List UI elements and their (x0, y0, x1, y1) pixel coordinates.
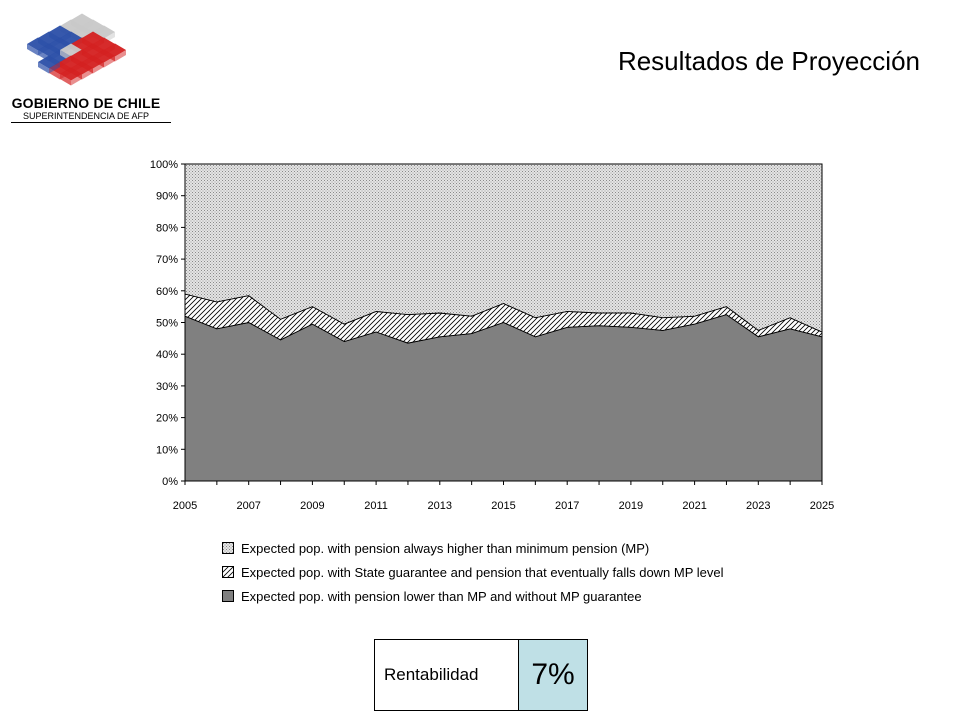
logo-cube-side (93, 62, 104, 74)
stacked-area-chart: 0% 10% 20% 30% 40% 50% 60% 70% 80% 90% 100% 2005 200… (150, 159, 834, 512)
y-tick-label: 20% (156, 413, 178, 425)
legend-label: Expected pop. with pension lower than MP… (241, 588, 642, 604)
logo-title: GOBIERNO DE CHILE (11, 95, 161, 111)
x-tick-label: 2017 (555, 500, 579, 512)
legend-label: Expected pop. with pension always higher… (241, 540, 650, 556)
y-tick-label: 80% (156, 222, 178, 234)
logo-cube-side (38, 62, 49, 74)
page-title: Resultados de Proyección (617, 46, 920, 76)
rentabilidad-value: 7% (519, 640, 587, 710)
logo-cube-side (104, 56, 115, 68)
x-tick-label: 2019 (619, 500, 643, 512)
y-tick-label: 30% (156, 381, 178, 393)
logo-divider (11, 122, 171, 123)
logo-cube-side (82, 68, 93, 80)
legend-item-lower-than-mp: Expected pop. with pension lower than MP… (222, 584, 724, 608)
y-tick-label: 60% (156, 286, 178, 298)
rentabilidad-label: Rentabilidad (375, 640, 519, 710)
logo-cube-side (115, 50, 126, 62)
logo-subtitle: SUPERINTENDENCIA DE AFP (22, 111, 150, 121)
legend-item-always-higher: Expected pop. with pension always higher… (222, 536, 724, 560)
x-tick-label: 2025 (810, 500, 834, 512)
y-tick-label: 50% (156, 318, 178, 330)
x-tick-label: 2013 (428, 500, 452, 512)
x-tick-label: 2009 (300, 500, 324, 512)
legend-swatch-dotted (222, 542, 234, 554)
chile-government-logo-icon (27, 13, 126, 86)
legend-swatch-solid (222, 590, 234, 602)
legend-label: Expected pop. with State guarantee and p… (241, 564, 724, 580)
y-tick-label: 10% (156, 444, 178, 456)
x-tick-label: 2015 (491, 500, 515, 512)
y-tick-label: 90% (156, 191, 178, 203)
chart-legend: Expected pop. with pension always higher… (222, 536, 724, 608)
y-tick-label: 40% (156, 349, 178, 361)
x-tick-label: 2011 (364, 500, 388, 512)
legend-swatch-hatched (222, 566, 234, 578)
logo-cube-side (27, 44, 38, 56)
logo-cube-side (49, 62, 60, 74)
logo-cube-side (71, 74, 82, 86)
y-tick-label: 0% (162, 476, 178, 488)
x-tick-label: 2021 (682, 500, 706, 512)
legend-item-state-guarantee: Expected pop. with State guarantee and p… (222, 560, 724, 584)
y-tick-label: 70% (156, 254, 178, 266)
y-tick-label: 100% (150, 159, 178, 171)
x-tick-label: 2023 (746, 500, 770, 512)
logo-cube-side (60, 74, 71, 86)
x-tick-label: 2005 (173, 500, 197, 512)
rentabilidad-box: Rentabilidad 7% (374, 639, 588, 711)
x-tick-label: 2007 (236, 500, 260, 512)
